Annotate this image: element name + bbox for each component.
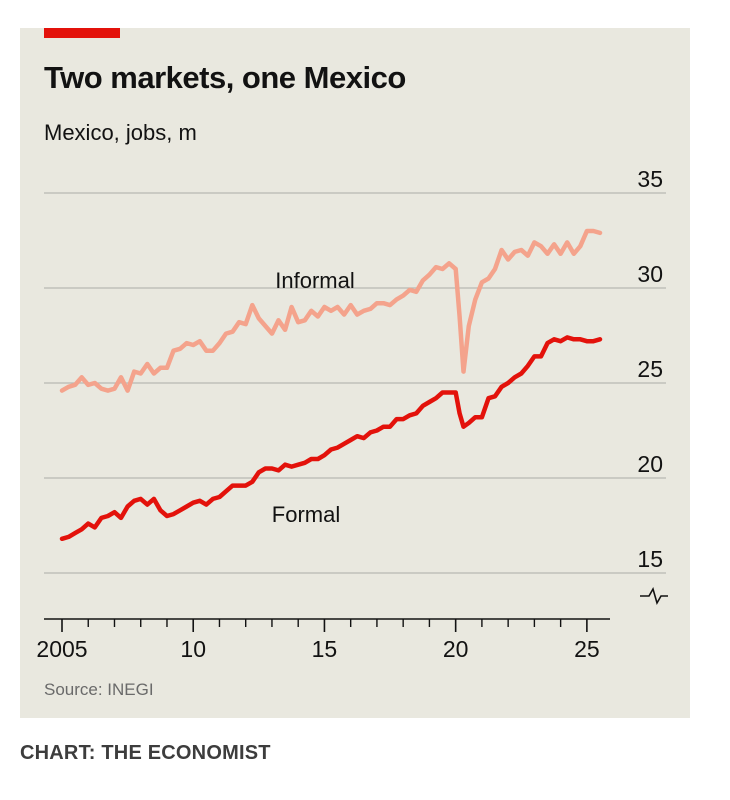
series-line-formal (59, 335, 603, 542)
x-tick-label: 20 (443, 636, 469, 662)
chart-credit: CHART: THE ECONOMIST (20, 742, 271, 764)
x-axis: 2005 10 15 20 25 (36, 618, 610, 662)
chart-subtitle: Mexico, jobs, m (44, 120, 197, 145)
x-tick-label: 15 (312, 636, 338, 662)
y-tick-label: 20 (637, 451, 663, 477)
series-label-formal: Formal (272, 502, 340, 527)
y-tick-label: 30 (637, 261, 663, 287)
gridlines (44, 192, 666, 574)
series-lines (59, 228, 603, 542)
x-tick-label: 10 (180, 636, 206, 662)
chart-title: Two markets, one Mexico (44, 60, 406, 95)
y-tick-label: 15 (637, 546, 663, 572)
y-tick-labels: 15 20 25 30 35 (637, 166, 663, 572)
y-tick-label: 35 (637, 166, 663, 192)
x-tick-label: 25 (574, 636, 600, 662)
axis-break-icon (640, 586, 668, 606)
y-tick-label: 25 (637, 356, 663, 382)
series-line-informal (59, 228, 603, 393)
x-tick-label: 2005 (36, 636, 87, 662)
series-label-informal: Informal (275, 268, 354, 293)
brand-red-tag (44, 28, 120, 38)
source-note: Source: INEGI (44, 680, 154, 699)
